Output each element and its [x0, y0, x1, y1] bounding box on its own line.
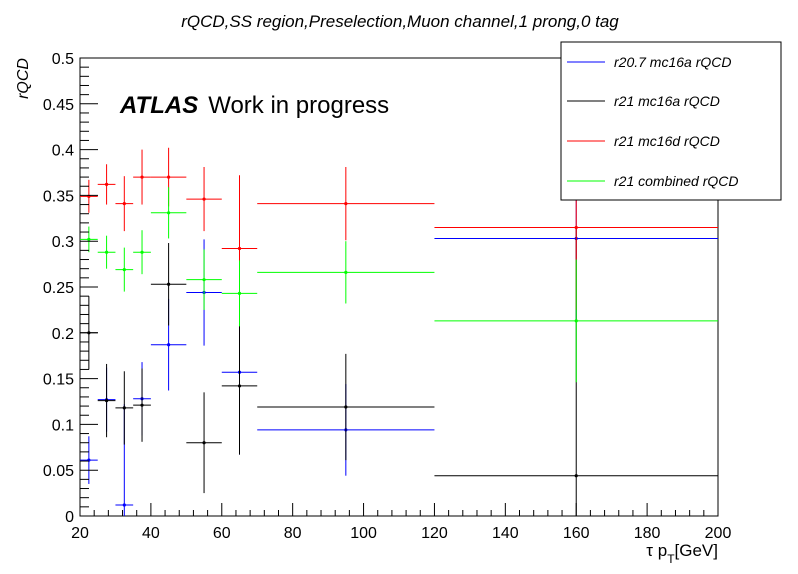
- y-tick-label: 0.2: [52, 326, 74, 343]
- data-point: [344, 270, 348, 274]
- data-point: [237, 246, 242, 251]
- data-point: [122, 267, 126, 272]
- atlas-label-text: Work in progress: [208, 92, 389, 119]
- legend-label: r21 combined rQCD: [614, 173, 739, 189]
- data-point: [344, 405, 348, 409]
- x-tick-label: 200: [705, 525, 732, 542]
- data-point: [122, 202, 126, 206]
- data-point: [167, 282, 171, 286]
- legend-label: r21 mc16a rQCD: [614, 93, 720, 109]
- legend-entries: r20.7 mc16a rQCD r21 mc16a rQCD r21 mc16d …: [567, 54, 739, 189]
- y-tick-label: 0.3: [52, 234, 74, 251]
- data-point: [202, 278, 206, 282]
- series-2: [80, 228, 718, 516]
- y-tick-label: 0.1: [52, 417, 74, 434]
- axis-layer: 20 40 60 80 100 120 140 160 180 200 0 0.05 0.1 0.15 0.…: [43, 51, 732, 542]
- x-axis-label: τ pT[GeV]: [646, 541, 718, 566]
- x-tick-label: 180: [634, 525, 661, 542]
- x-tick-label: 20: [71, 525, 89, 542]
- chart-title: rQCD,SS region,Preselection,Muon channel…: [181, 12, 619, 31]
- data-point: [122, 503, 126, 507]
- atlas-label-bold: ATLAS: [119, 92, 198, 119]
- x-tick-label: 140: [492, 525, 519, 542]
- x-axis-label-main: τ p: [646, 541, 667, 560]
- data-point: [202, 441, 206, 445]
- data-point: [167, 343, 171, 347]
- data-point: [140, 250, 144, 254]
- x-tick-label: 60: [213, 525, 231, 542]
- y-tick-label: 0.4: [52, 143, 74, 160]
- data-point: [104, 182, 109, 187]
- legend: r20.7 mc16a rQCD r21 mc16a rQCD r21 mc16d …: [560, 41, 782, 201]
- legend-label: r20.7 mc16a rQCD: [614, 54, 731, 70]
- data-point: [574, 474, 578, 478]
- y-tick-label: 0.35: [43, 188, 74, 205]
- data-point: [87, 237, 91, 241]
- y-tick-label: 0.5: [52, 51, 74, 68]
- y-tick-label: 0.25: [43, 280, 74, 297]
- x-axis-label-unit: [GeV]: [675, 541, 718, 560]
- data-point: [122, 406, 126, 410]
- legend-label: r21 mc16d rQCD: [614, 133, 720, 149]
- series-4: [80, 187, 718, 383]
- data-point: [167, 211, 171, 215]
- data-point: [104, 250, 109, 254]
- data-point: [574, 319, 578, 323]
- x-tick-label: 160: [563, 525, 590, 542]
- x-axis-label-sub: T: [667, 552, 675, 566]
- atlas-label: ATLAS Work in progress: [119, 92, 389, 119]
- y-tick-label: 0.15: [43, 372, 74, 389]
- y-tick-label: 0.05: [43, 463, 74, 480]
- data-point: [167, 175, 171, 179]
- x-tick-label: 40: [142, 525, 160, 542]
- data-point: [344, 202, 348, 206]
- data-layer: [80, 145, 718, 516]
- x-tick-label: 120: [421, 525, 448, 542]
- data-point: [104, 398, 109, 403]
- data-point: [140, 175, 144, 179]
- data-point: [237, 291, 242, 296]
- data-point: [202, 197, 206, 201]
- series-1: [80, 156, 718, 516]
- x-tick-label: 80: [284, 525, 302, 542]
- data-point: [237, 384, 242, 388]
- x-tick-label: 100: [350, 525, 377, 542]
- legend-box: [560, 41, 782, 201]
- y-tick-label: 0: [65, 509, 74, 526]
- data-point: [574, 225, 578, 230]
- y-axis-label: rQCD: [15, 58, 32, 99]
- y-tick-label: 0.45: [43, 97, 74, 114]
- data-point: [140, 403, 144, 407]
